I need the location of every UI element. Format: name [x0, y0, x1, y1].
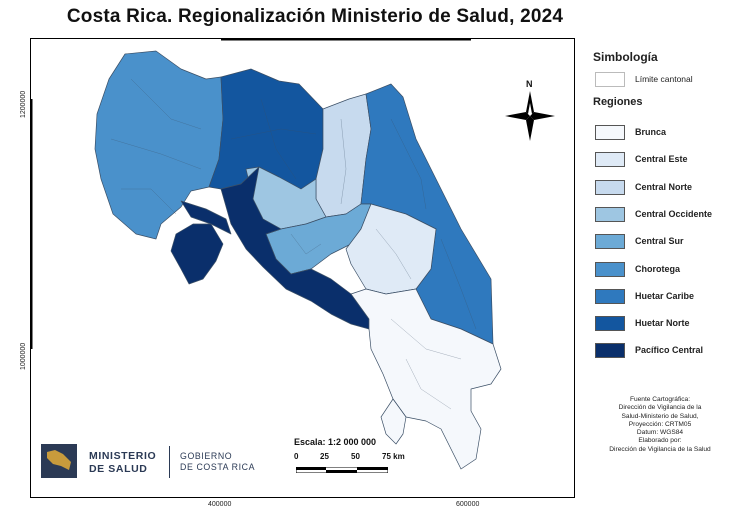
legend-item-central-norte: Central Norte [595, 179, 735, 198]
legend-swatch [595, 152, 625, 168]
coord-x-left: 400000 [208, 501, 232, 508]
compass-rose-icon [505, 91, 555, 141]
source-line: Salud-Ministerio de Salud, [621, 412, 699, 420]
logo-government-text: GOBIERNO DE COSTA RICA [180, 451, 255, 473]
legend-item-label: Brunca [635, 127, 667, 137]
region-brunca-osa[interactable] [380, 398, 407, 445]
legend-item-central-occidente: Central Occidente [595, 206, 735, 225]
scale-tick-25: 25 [320, 452, 329, 461]
legend-regions-title: Regiones [593, 96, 643, 108]
scale-bar: Escala: 1:2 000 000 0 25 50 75 km [294, 437, 414, 473]
legend-swatch [595, 261, 625, 277]
scale-tick-75: 75 km [382, 452, 405, 461]
source-note: Fuente Cartográfica: Dirección de Vigilan… [590, 396, 730, 454]
legend-item-label: Central Este [635, 154, 688, 165]
scale-tick-50: 50 [351, 452, 360, 461]
legend-item-label: Central Occidente [635, 208, 713, 219]
legend-item-chorotega: Chorotega [595, 261, 735, 280]
map-frame: N MINISTERIO DE SALUD GOBIERNO DE COSTA … [30, 38, 575, 498]
legend-symbology-title: Simbología [593, 50, 658, 64]
legend-item-label: Chorotega [635, 263, 680, 274]
legend-item-label: Huetar Caribe [635, 290, 695, 301]
legend-item-label: Huetar Norte [635, 318, 690, 329]
region-pacifico-central-peninsula[interactable] [170, 223, 224, 285]
legend-item-label: Central Sur [635, 236, 684, 247]
legend-item-huetar-norte: Huetar Norte [595, 316, 735, 334]
legend-item-pacífico-central: Pacífico Central [595, 343, 735, 361]
scale-bar-graphic [296, 467, 388, 473]
legend-boundary-row: Límite cantonal [595, 72, 735, 90]
legend-item-label: Central Norte [635, 181, 693, 192]
coord-y-bottom: 1000000 [20, 342, 27, 370]
legend-boundary-swatch [595, 72, 625, 87]
legend-swatch [595, 288, 625, 304]
source-line: Dirección de Vigilancia de la Salud [609, 445, 711, 453]
legend-swatch [595, 125, 625, 140]
legend-swatch [595, 179, 625, 195]
ministry-logo: MINISTERIO DE SALUD GOBIERNO DE COSTA RI… [41, 444, 271, 480]
legend-swatch [595, 343, 625, 359]
source-line: Elaborado por: [638, 437, 682, 445]
legend-item-label: Pacífico Central [635, 345, 704, 356]
map-title: Costa Rica. Regionalización Ministerio d… [66, 6, 564, 27]
legend-item-huetar-caribe: Huetar Caribe [595, 288, 735, 307]
logo-gov-line-2: DE COSTA RICA [180, 462, 256, 472]
source-line: Fuente Cartográfica: [629, 396, 691, 403]
scale-ticks: 0 25 50 75 km [294, 452, 414, 464]
logo-line-2: DE SALUD [89, 463, 148, 475]
region-brunca[interactable] [350, 288, 502, 470]
legend-item-brunca: Brunca [595, 125, 735, 143]
logo-ministry-text: MINISTERIO DE SALUD [89, 450, 156, 476]
source-line: Dirección de Vigilancia de la [618, 404, 702, 412]
source-line: Datum: WGS84 [636, 429, 684, 437]
legend-swatch [595, 316, 625, 332]
legend-swatch [595, 234, 625, 250]
canton-boundaries [110, 78, 477, 410]
region-pacifico-central[interactable] [220, 166, 370, 330]
legend-boundary-label: Límite cantonal [635, 74, 693, 84]
scale-label: Escala: 1:2 000 000 [294, 437, 377, 447]
costa-rica-logo-icon [41, 444, 77, 478]
region-chorotega[interactable] [94, 50, 224, 240]
legend: Simbología Límite cantonal Regiones Brun… [593, 0, 735, 511]
source-line: Proyección: CRTM05 [628, 420, 692, 428]
coord-y-top: 1200000 [20, 90, 27, 118]
map-canvas[interactable] [31, 39, 575, 498]
logo-line-1: MINISTERIO [89, 450, 157, 462]
scale-tick-0: 0 [294, 452, 299, 461]
region-pacifico-central-gulf-islands[interactable] [180, 200, 232, 235]
logo-separator [169, 446, 170, 478]
north-arrow: N [505, 79, 555, 141]
north-label: N [526, 79, 533, 89]
coord-x-right: 600000 [456, 501, 480, 508]
logo-gov-line-1: GOBIERNO [180, 451, 233, 461]
legend-swatch [595, 206, 625, 222]
legend-item-central-este: Central Este [595, 152, 735, 170]
legend-item-central-sur: Central Sur [595, 234, 735, 252]
